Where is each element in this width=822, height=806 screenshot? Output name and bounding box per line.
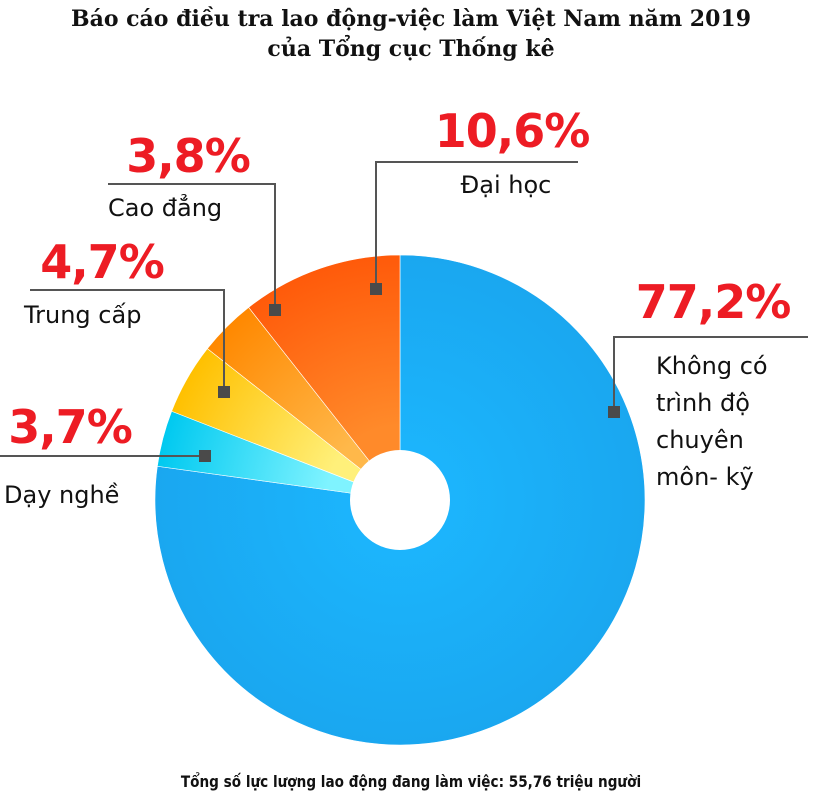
donut-hole <box>350 450 450 550</box>
category-label-1-line-3: chuyên <box>656 426 744 454</box>
data-label-1: 77,2% <box>636 275 791 329</box>
data-label-4: 3,8% <box>126 129 250 183</box>
category-label-1-line-4: môn- kỹ <box>656 463 754 491</box>
leader-line-3 <box>30 289 225 392</box>
leader-marker-1 <box>608 406 620 418</box>
data-label-5: 10,6% <box>435 104 590 158</box>
leader-line-1 <box>613 336 808 412</box>
leader-line-4 <box>108 183 276 310</box>
category-label-5: Đại học <box>461 171 552 199</box>
category-label-3: Trung cấp <box>23 301 141 329</box>
data-label-3: 4,7% <box>40 235 164 289</box>
leader-marker-2 <box>199 450 211 462</box>
chart-title-line-2: của Tổng cục Thống kê <box>267 36 555 62</box>
leader-marker-3 <box>218 386 230 398</box>
leader-marker-4 <box>269 304 281 316</box>
chart-title-line-1: Báo cáo điều tra lao động-việc làm Việt … <box>70 6 752 32</box>
category-label-1-line-2: trình độ <box>656 389 750 417</box>
category-label-2: Dạy nghề <box>4 481 119 509</box>
leader-line-5 <box>375 161 578 289</box>
chart-title: Báo cáo điều tra lao động-việc làm Việt … <box>0 4 822 64</box>
leader-marker-5 <box>370 283 382 295</box>
data-label-2: 3,7% <box>8 400 132 454</box>
chart-footer-note: Tổng số lực lượng lao động đang làm việc… <box>180 772 642 791</box>
category-label-1-line-1: Không có <box>656 352 768 380</box>
category-label-4: Cao đẳng <box>108 193 222 222</box>
pie-slice-5 <box>248 254 401 501</box>
